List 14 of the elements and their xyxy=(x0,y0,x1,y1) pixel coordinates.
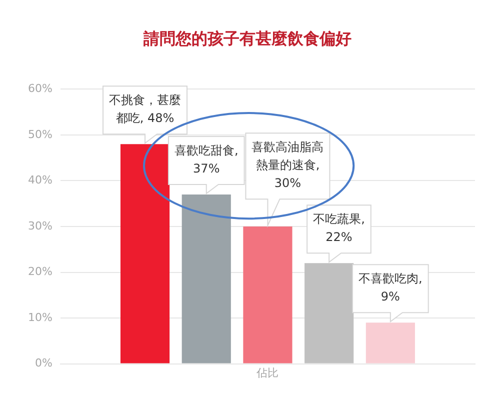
y-tick-label: 0% xyxy=(34,356,52,370)
data-label: 不吃蔬果, 22% xyxy=(313,212,365,244)
y-tick-label: 50% xyxy=(28,128,52,141)
data-label: 不挑食，甚麼都吃, 48% xyxy=(109,93,182,126)
y-tick-label: 10% xyxy=(28,310,52,324)
data-label: 不喜歡吃肉, 9% xyxy=(358,272,422,304)
y-tick-label: 30% xyxy=(28,219,52,232)
data-label: 喜歡吃甜食, 37% xyxy=(174,144,238,176)
y-tick-label: 40% xyxy=(28,174,52,187)
y-tick-label: 60% xyxy=(28,82,52,96)
y-tick-label: 20% xyxy=(28,265,52,278)
data-label: 喜歡高油脂高熱量的速食, 30% xyxy=(252,140,324,190)
x-tick-label: 佔比 xyxy=(256,366,279,380)
chart-title: 請問您的孩子有甚麼飲食偏好 xyxy=(142,28,352,48)
